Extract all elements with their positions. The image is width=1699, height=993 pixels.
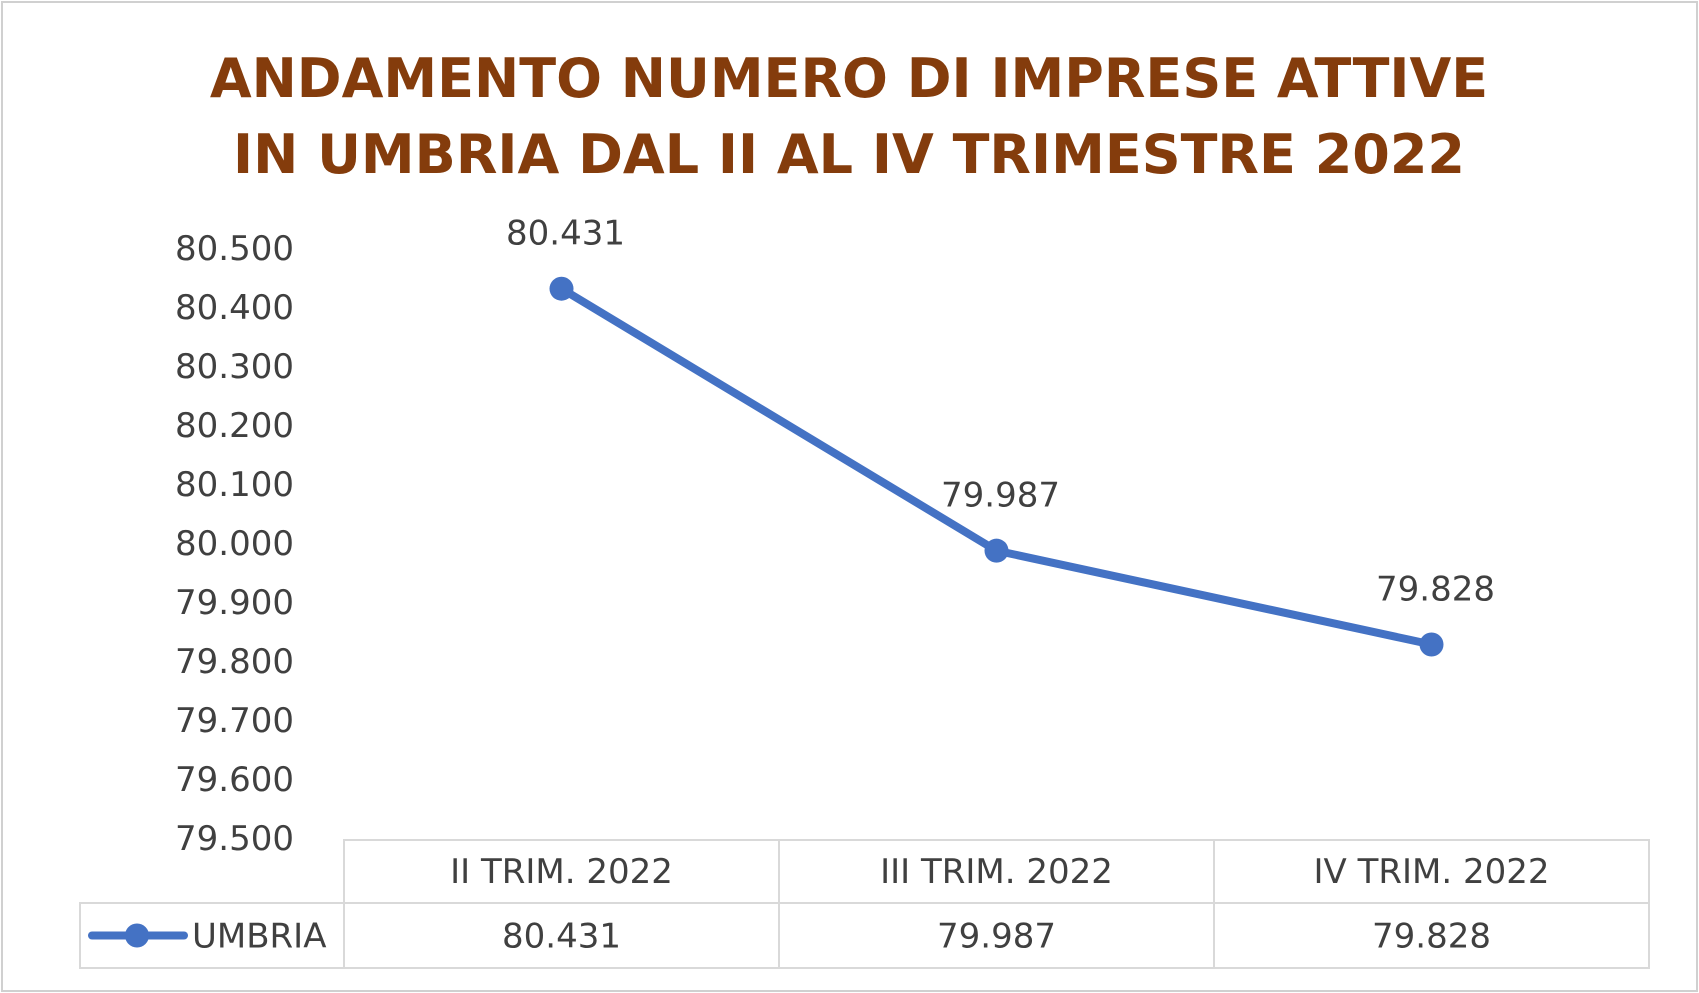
category-label: III TRIM. 2022 [880, 852, 1113, 892]
chart-title-line-1: ANDAMENTO NUMERO DI IMPRESE ATTIVE [210, 47, 1488, 110]
data-point [984, 538, 1009, 563]
y-axis: 80.500 80.400 80.300 80.200 80.100 80.000 79.9… [175, 229, 294, 859]
data-label: 79.828 [1376, 569, 1495, 609]
category-label: II TRIM. 2022 [450, 852, 673, 892]
legend-label: UMBRIA [192, 917, 326, 957]
y-tick-label: 79.700 [175, 701, 294, 741]
data-point [1419, 632, 1444, 657]
y-tick-label: 80.200 [175, 406, 294, 446]
y-tick-label: 79.900 [175, 583, 294, 623]
table-value: 80.431 [502, 917, 621, 957]
table-value: 79.987 [937, 917, 1056, 957]
y-tick-label: 80.400 [175, 288, 294, 328]
y-tick-label: 80.300 [175, 347, 294, 387]
y-tick-label: 79.600 [175, 760, 294, 800]
table-value-cell [1213, 902, 1650, 969]
y-tick-label: 80.100 [175, 465, 294, 505]
legend-marker [125, 923, 149, 948]
category-label: IV TRIM. 2022 [1314, 852, 1550, 892]
data-point [549, 276, 574, 301]
series-layer: 80.431 79.987 79.828 [506, 214, 1495, 657]
y-tick-label: 79.800 [175, 642, 294, 682]
y-tick-label: 80.000 [175, 524, 294, 564]
data-table: II TRIM. 2022 III TRIM. 2022 IV TRIM. 2022… [79, 839, 1650, 969]
data-label: 80.431 [506, 214, 625, 254]
table-value: 79.828 [1372, 917, 1491, 957]
data-label: 79.987 [941, 476, 1060, 516]
y-tick-label: 80.500 [175, 229, 294, 269]
chart-title-line-2: IN UMBRIA DAL II AL IV TRIMESTRE 2022 [233, 123, 1465, 186]
y-tick-label: 79.500 [175, 819, 294, 859]
